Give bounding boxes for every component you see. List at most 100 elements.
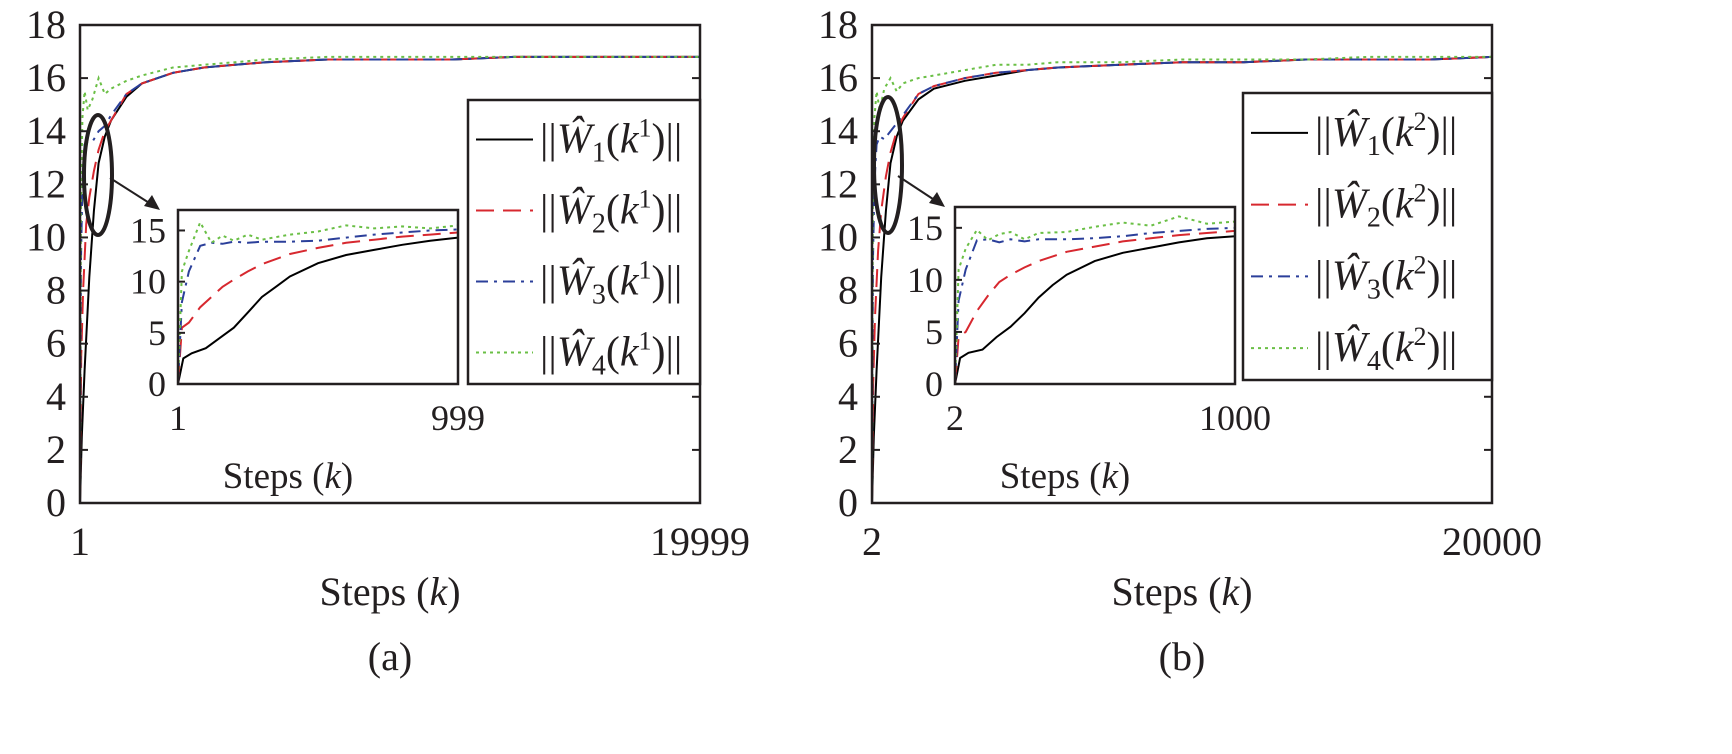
y-tick-label: 4 (46, 374, 66, 419)
x-tick-label: 19999 (650, 519, 750, 564)
legend-entry-2: ||Ŵ2(k1)|| (540, 185, 682, 240)
y-tick-label: 18 (26, 2, 66, 47)
panel-label: (b) (1159, 634, 1206, 679)
y-tick-label: 8 (46, 268, 66, 313)
inset-x-tick-label: 999 (431, 398, 485, 438)
legend-entry-1: ||Ŵ1(k2)|| (1315, 107, 1457, 162)
x-tick-label: 1 (70, 519, 90, 564)
inset-x-tick-label: 1000 (1199, 398, 1271, 438)
inset-x-axis-label-var: k (1101, 456, 1118, 497)
series-line-2 (871, 55, 1493, 504)
x-axis-label-var: k (1221, 569, 1240, 614)
legend-entry-2: ||Ŵ2(k2)|| (1315, 179, 1457, 234)
inset-x-axis-label-suffix: ) (341, 456, 353, 497)
legend-entry-1: ||Ŵ1(k1)|| (540, 114, 682, 169)
x-axis-label-suffix: ) (447, 569, 460, 614)
legend-sup: 2 (1413, 179, 1426, 208)
y-tick-label: 2 (838, 427, 858, 472)
x-axis-label: Steps (k) (319, 569, 460, 614)
inset-x-axis-label-prefix: Steps ( (1000, 456, 1102, 497)
x-axis-label-suffix: ) (1239, 569, 1252, 614)
y-tick-label: 16 (818, 55, 858, 100)
inset-series-line-4 (954, 215, 1236, 385)
y-tick-label: 8 (838, 268, 858, 313)
inset-chart: 0 5 10 15 2 1000 Steps (k) (907, 205, 1271, 497)
legend-index: 4 (592, 351, 606, 382)
legend-sup: 2 (1413, 250, 1426, 279)
inset-y-tick-label: 10 (130, 262, 166, 302)
y-tick-label: 12 (26, 161, 66, 206)
legend-entry-3: ||Ŵ3(k2)|| (1315, 250, 1457, 305)
x-tick-label: 20000 (1442, 519, 1542, 564)
x-axis-label: Steps (k) (1111, 569, 1252, 614)
zoom-ellipse (872, 95, 904, 235)
zoom-ellipse (82, 113, 114, 237)
legend-box (1241, 91, 1494, 382)
inset-x-axis-label-var: k (324, 456, 341, 497)
inset-x-tick-label: 1 (169, 398, 187, 438)
inset-x-axis-label-prefix: Steps ( (223, 456, 325, 497)
legend-sup: 2 (1413, 322, 1426, 351)
legend: ||Ŵ1(k1)|| ||Ŵ2(k1)|| ||Ŵ3(k1)|| ||Ŵ4(k1)|| (466, 98, 702, 386)
zoom-arrow-head (144, 195, 160, 210)
legend-sup: 1 (638, 327, 651, 356)
inset-background (178, 210, 458, 384)
x-axis-label-prefix: Steps ( (319, 569, 429, 614)
inset-series-line-3 (177, 228, 459, 385)
inset-y-tick-label: 0 (148, 364, 166, 404)
y-tick-label: 10 (26, 214, 66, 259)
legend-sup: 1 (638, 114, 651, 143)
inset-y-tick-label: 15 (907, 208, 943, 248)
y-tick-label: 16 (26, 55, 66, 100)
inset-x-axis-label: Steps (k) (1000, 456, 1131, 497)
y-tick-label: 0 (46, 480, 66, 525)
legend-index: 3 (592, 280, 606, 311)
inset-y-tick-label: 5 (148, 313, 166, 353)
legend-index: 1 (1367, 131, 1381, 162)
y-tick-label: 4 (838, 374, 858, 419)
inset-x-axis-label: Steps (k) (223, 456, 354, 497)
legend-index: 4 (1367, 346, 1381, 377)
legend-sup: 1 (638, 185, 651, 214)
zoom-arrow-head (929, 192, 945, 207)
legend-entry-4: ||Ŵ4(k1)|| (540, 327, 682, 382)
inset-y-tick-label: 10 (907, 260, 943, 300)
y-tick-label: 2 (46, 427, 66, 472)
inset-series-line-2 (954, 229, 1236, 385)
inset-y-tick-label: 15 (130, 210, 166, 250)
zoom-arrow-line (109, 177, 155, 207)
inset-series-line-4 (177, 219, 459, 385)
legend-sup: 1 (638, 256, 651, 285)
inset-x-axis-label-suffix: ) (1118, 456, 1130, 497)
legend: ||Ŵ1(k2)|| ||Ŵ2(k2)|| ||Ŵ3(k2)|| ||Ŵ4(k2)|| (1241, 91, 1494, 382)
y-tick-label: 10 (818, 214, 858, 259)
legend-index: 2 (1367, 203, 1381, 234)
legend-entry-4: ||Ŵ4(k2)|| (1315, 322, 1457, 377)
x-axis-label-prefix: Steps ( (1111, 569, 1221, 614)
y-tick-label: 12 (818, 161, 858, 206)
legend-sup: 2 (1413, 107, 1426, 136)
series-line-4 (79, 55, 700, 504)
y-tick-label: 6 (46, 321, 66, 366)
inset-frame (953, 205, 1237, 386)
x-axis-label-var: k (429, 569, 448, 614)
inset-y-tick-label: 5 (925, 312, 943, 352)
inset-series-line-1 (177, 236, 459, 385)
x-tick-label: 2 (862, 519, 882, 564)
y-tick-label: 14 (26, 108, 66, 153)
series-line-4 (871, 55, 1492, 504)
inset-y-tick-label: 0 (925, 364, 943, 404)
panel-label: (a) (368, 634, 412, 679)
zoom-arrow-line (897, 175, 940, 204)
inset-series-line-1 (954, 235, 1236, 385)
legend-entry-3: ||Ŵ3(k1)|| (540, 256, 682, 311)
legend-box (466, 98, 702, 386)
y-tick-label: 14 (818, 108, 858, 153)
inset-chart: 0 5 10 15 1 999 Steps (k) (130, 208, 485, 497)
inset-series-line-2 (177, 231, 459, 385)
y-tick-label: 0 (838, 480, 858, 525)
y-tick-label: 6 (838, 321, 858, 366)
